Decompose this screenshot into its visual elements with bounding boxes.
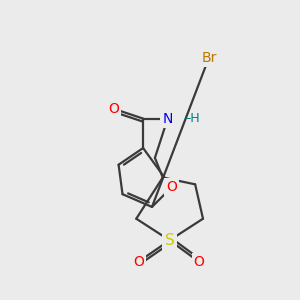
Text: O: O <box>108 102 119 116</box>
Text: O: O <box>166 180 177 194</box>
Text: Br: Br <box>201 51 217 65</box>
Text: –H: –H <box>184 112 200 125</box>
Text: O: O <box>194 255 205 269</box>
Text: N: N <box>163 112 173 126</box>
Text: O: O <box>133 255 144 269</box>
Text: S: S <box>165 233 175 248</box>
